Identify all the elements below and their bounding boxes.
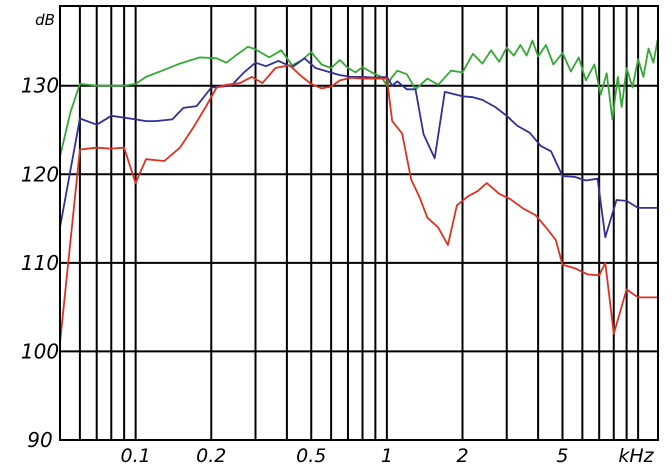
y-unit-label: dB: [35, 11, 55, 29]
series-line-1: [59, 37, 659, 157]
x-tick-label: 0.5: [296, 445, 326, 467]
x-unit-label: kHz: [618, 445, 654, 467]
series-line-2: [59, 57, 658, 239]
tick-labels: 90 100 110 120 130 dB 0.1 0.2 0.5 1 2 5 kHz: [21, 11, 655, 467]
y-tick-label: 120: [21, 162, 59, 186]
y-tick-label: 100: [21, 339, 59, 363]
series-line-3: [59, 64, 658, 343]
plot-frame: [59, 5, 659, 441]
x-tick-label: 2: [456, 445, 468, 467]
x-tick-label: 1: [381, 445, 393, 467]
y-tick-label: 130: [21, 74, 59, 98]
x-tick-label: 0.1: [121, 445, 151, 467]
grid: [60, 6, 658, 440]
y-tick-label: 90: [27, 428, 52, 452]
y-tick-label: 110: [21, 251, 59, 275]
x-tick-label: 5: [556, 445, 568, 467]
series-layer: [59, 37, 659, 343]
x-tick-label: 0.2: [196, 445, 226, 467]
